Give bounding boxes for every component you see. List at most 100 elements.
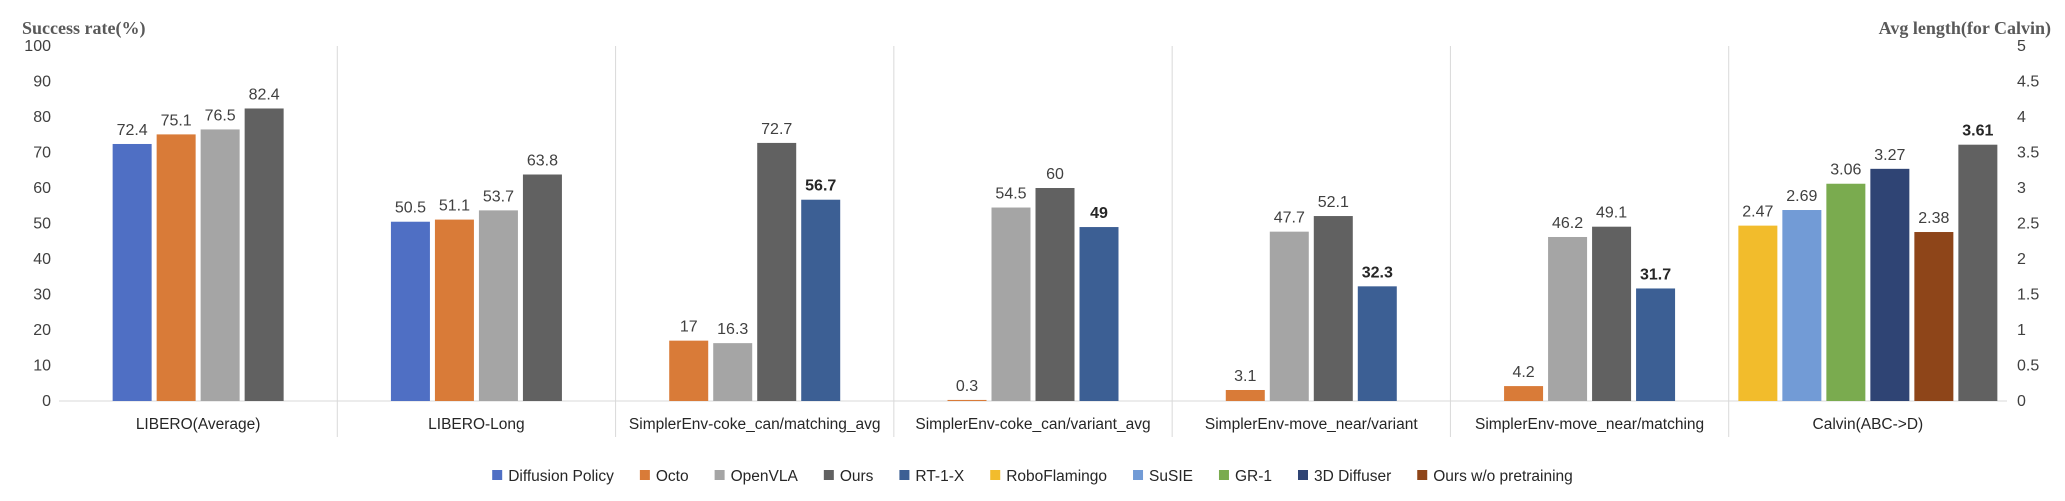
legend-swatch (990, 470, 1001, 480)
legend-item: RT-1-X (899, 468, 965, 485)
y2-tick-label: 3.5 (2017, 145, 2039, 162)
axes-layer: 0 10 20 30 40 50 60 70 80 90 100 0 0.5 1 1.5 2 2.5 3 3.5 4 4… (24, 38, 2039, 437)
data-label: 4.2 (1512, 364, 1534, 381)
legend-label: Octo (656, 468, 689, 485)
bar-susie (1782, 210, 1822, 401)
bar-ours (522, 174, 562, 401)
bar-ours (244, 108, 284, 401)
legend-item: OpenVLA (714, 468, 799, 485)
data-label: 56.7 (805, 178, 836, 195)
data-label: 47.7 (1274, 210, 1305, 227)
legend-label: OpenVLA (731, 468, 799, 485)
legend-label: GR-1 (1235, 468, 1272, 485)
data-label: 53.7 (483, 188, 514, 205)
legend-swatch (639, 470, 650, 480)
category-label: SimplerEnv-move_near/variant (1205, 416, 1418, 433)
data-label: 75.1 (161, 112, 192, 129)
legend-item: Ours w/o pretraining (1417, 468, 1573, 485)
bar-rt-1-x (801, 199, 841, 401)
y2-tick-label: 0 (2017, 393, 2026, 410)
bar-octo (947, 399, 987, 401)
legend-label: Ours (840, 468, 874, 485)
data-label: 2.69 (1786, 188, 1817, 205)
legend-label: 3D Diffuser (1314, 468, 1391, 485)
data-label: 2.38 (1918, 210, 1949, 227)
y-tick-label: 80 (33, 109, 51, 126)
data-label: 2.47 (1742, 204, 1773, 221)
bar-octo (434, 219, 474, 401)
legend-swatch (492, 470, 503, 480)
y2-tick-label: 0.5 (2017, 358, 2039, 375)
y-tick-label: 20 (33, 322, 51, 339)
legend-item: Octo (639, 468, 689, 485)
y-tick-label: 60 (33, 180, 51, 197)
legend-label: RoboFlamingo (1006, 468, 1107, 485)
bar-octo (156, 134, 196, 401)
y-tick-label: 90 (33, 74, 51, 91)
bar-octo (669, 340, 709, 401)
bar-openvla (478, 210, 518, 401)
legend-item: SuSIE (1133, 468, 1193, 485)
data-label: 49 (1090, 205, 1108, 222)
y2-tick-label: 2.5 (2017, 216, 2039, 233)
legend-label: Diffusion Policy (508, 468, 614, 485)
legend-swatch (714, 470, 725, 480)
bar-3d-diffuser (1870, 168, 1910, 401)
bar-ours (1958, 144, 1998, 401)
legend-swatch (1133, 470, 1144, 480)
legend-item: GR-1 (1218, 468, 1272, 485)
category-label: SimplerEnv-coke_can/variant_avg (915, 416, 1150, 433)
y-tick-label: 70 (33, 145, 51, 162)
data-label: 52.1 (1318, 194, 1349, 211)
y-tick-label: 50 (33, 216, 51, 233)
data-label: 32.3 (1362, 264, 1393, 281)
bar-roboflamingo (1738, 225, 1778, 401)
bar-openvla (1548, 236, 1588, 401)
data-label: 17 (680, 319, 698, 336)
bar-ours (1313, 216, 1353, 401)
bar-ours-w-o-pretraining (1914, 232, 1954, 401)
legend-label: SuSIE (1149, 468, 1193, 485)
y-tick-label: 40 (33, 251, 51, 268)
y-tick-label: 0 (42, 393, 51, 410)
data-label: 72.4 (117, 122, 148, 139)
y2-tick-label: 4.5 (2017, 74, 2039, 91)
bar-rt-1-x (1636, 288, 1676, 401)
legend-swatch (1417, 470, 1428, 480)
data-label: 63.8 (527, 153, 558, 170)
category-label: SimplerEnv-coke_can/matching_avg (629, 416, 881, 433)
bar-diffusion-policy (390, 221, 430, 401)
legend-item: RoboFlamingo (990, 468, 1107, 485)
bar-rt-1-x (1079, 227, 1119, 401)
legend-item: Ours (823, 468, 874, 485)
data-label: 82.4 (249, 86, 280, 103)
category-label: LIBERO-Long (428, 416, 525, 433)
data-label: 60 (1046, 166, 1064, 183)
legend: Diffusion Policy Octo OpenVLA Ours RT-1-X Rob… (492, 468, 1573, 485)
data-label: 51.1 (439, 198, 470, 215)
y2-axis-title: Avg length(for Calvin) (1879, 18, 2051, 39)
legend-swatch (1218, 470, 1229, 480)
data-label: 49.1 (1596, 205, 1627, 222)
bar-octo (1225, 389, 1265, 401)
legend-label: RT-1-X (915, 468, 964, 485)
data-label: 50.5 (395, 200, 426, 217)
bar-openvla (991, 207, 1031, 401)
data-label: 0.3 (956, 378, 978, 395)
y-tick-label: 10 (33, 358, 51, 375)
data-label: 46.2 (1552, 215, 1583, 232)
y2-tick-label: 5 (2017, 38, 2026, 55)
y2-tick-label: 1 (2017, 322, 2026, 339)
data-label: 76.5 (205, 107, 236, 124)
bar-octo (1504, 386, 1544, 401)
bars-layer: 72.4 75.1 76.5 82.4 50.5 51.1 53.7 63.8 17 16.3 72… (112, 86, 1998, 402)
y2-tick-label: 3 (2017, 180, 2026, 197)
y-tick-label: 100 (24, 38, 51, 55)
y2-tick-label: 2 (2017, 251, 2026, 268)
y-tick-label: 30 (33, 287, 51, 304)
bar-diffusion-policy (112, 143, 152, 402)
bar-gr-1 (1826, 183, 1866, 401)
bar-ours (1592, 226, 1632, 401)
bar-openvla (200, 129, 240, 402)
